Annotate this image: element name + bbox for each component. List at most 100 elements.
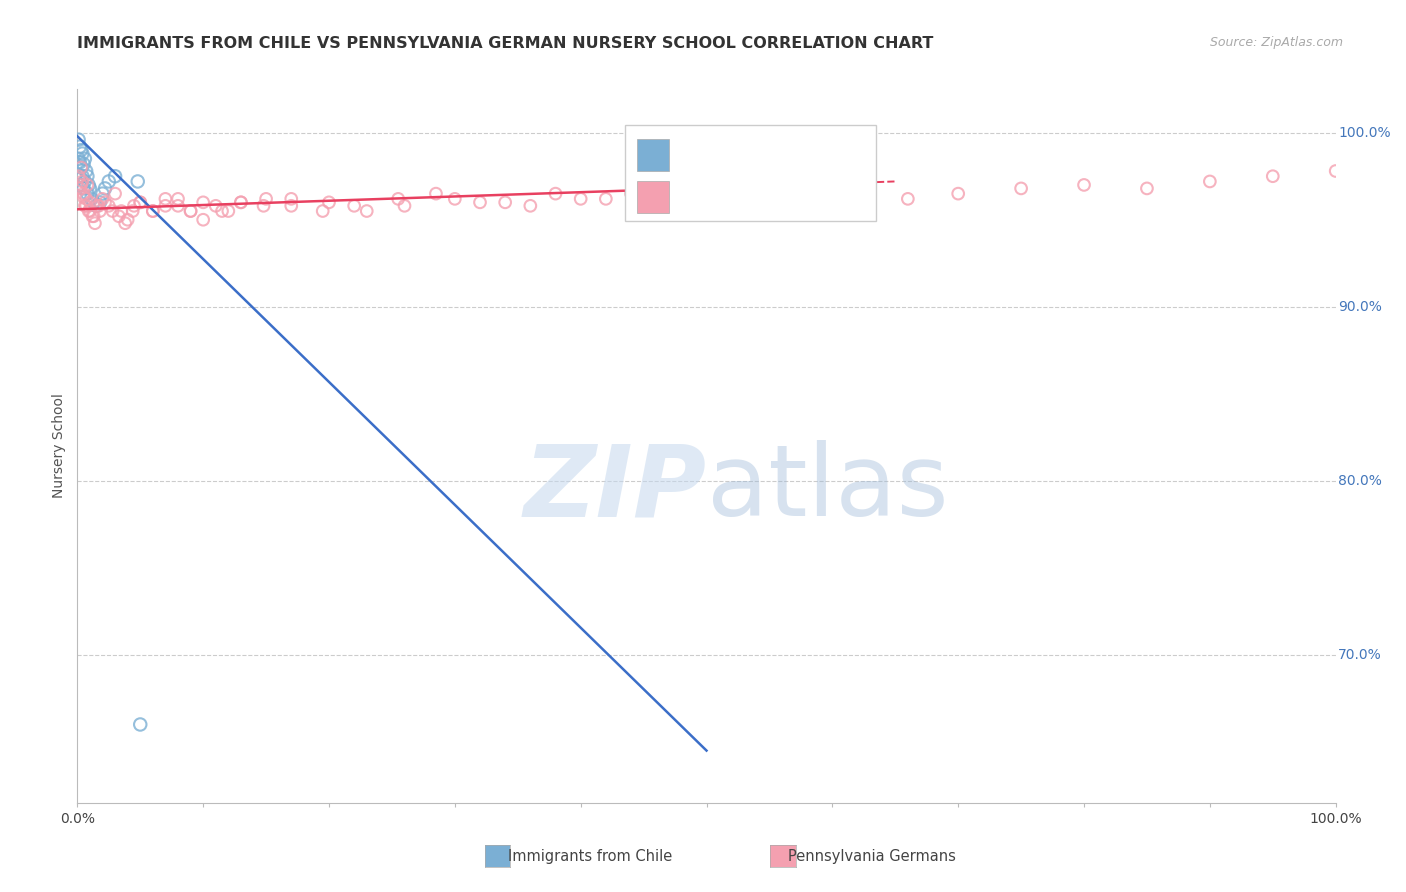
- Point: [129, 195, 152, 210]
- Point: [89, 204, 111, 219]
- Point: [142, 204, 165, 219]
- Point: [101, 204, 124, 219]
- Point: [696, 181, 718, 195]
- Point: [80, 192, 103, 206]
- Point: [167, 192, 190, 206]
- Point: [75, 199, 97, 213]
- Point: [1198, 174, 1220, 188]
- Text: 70.0%: 70.0%: [1339, 648, 1382, 662]
- Point: [89, 195, 111, 210]
- Point: [280, 199, 302, 213]
- Point: [127, 174, 149, 188]
- Point: [72, 157, 94, 171]
- Point: [897, 192, 920, 206]
- Y-axis label: Nursery School: Nursery School: [52, 393, 66, 499]
- Point: [180, 204, 202, 219]
- Text: 100.0%: 100.0%: [1339, 126, 1391, 140]
- Point: [79, 181, 101, 195]
- Point: [87, 199, 110, 213]
- Point: [67, 169, 90, 184]
- Point: [394, 199, 416, 213]
- Point: [76, 178, 98, 192]
- Point: [67, 133, 90, 147]
- FancyBboxPatch shape: [637, 180, 669, 212]
- Point: [108, 209, 131, 223]
- Point: [846, 181, 869, 195]
- Point: [167, 199, 190, 213]
- Point: [129, 717, 152, 731]
- Point: [280, 192, 302, 206]
- Point: [72, 190, 94, 204]
- Point: [312, 204, 335, 219]
- Point: [72, 169, 94, 184]
- Point: [229, 195, 252, 210]
- Point: [69, 139, 91, 153]
- Point: [569, 192, 592, 206]
- Point: [948, 186, 970, 201]
- Point: [97, 199, 120, 213]
- Point: [67, 152, 90, 166]
- Point: [191, 195, 215, 210]
- Point: [84, 216, 107, 230]
- Point: [97, 174, 120, 188]
- Point: [79, 195, 101, 210]
- Point: [114, 216, 136, 230]
- Point: [155, 199, 177, 213]
- Point: [94, 195, 117, 210]
- Text: Immigrants from Chile: Immigrants from Chile: [509, 849, 672, 863]
- Text: 29: 29: [853, 147, 875, 162]
- Point: [387, 192, 409, 206]
- Text: R =: R =: [678, 189, 716, 203]
- Point: [79, 204, 101, 219]
- Text: 80.0%: 80.0%: [1339, 474, 1382, 488]
- Point: [70, 178, 93, 192]
- Text: 0.591: 0.591: [728, 189, 776, 203]
- Point: [343, 199, 366, 213]
- Point: [110, 204, 132, 219]
- Text: Source: ZipAtlas.com: Source: ZipAtlas.com: [1209, 36, 1343, 49]
- Point: [444, 192, 467, 206]
- Point: [70, 161, 93, 175]
- Point: [1073, 178, 1095, 192]
- Point: [70, 161, 93, 175]
- Point: [155, 192, 177, 206]
- Point: [73, 174, 96, 188]
- Point: [191, 212, 215, 227]
- Text: IMMIGRANTS FROM CHILE VS PENNSYLVANIA GERMAN NURSERY SCHOOL CORRELATION CHART: IMMIGRANTS FROM CHILE VS PENNSYLVANIA GE…: [77, 36, 934, 51]
- Text: Pennsylvania Germans: Pennsylvania Germans: [787, 849, 956, 863]
- Point: [796, 186, 818, 201]
- Point: [77, 204, 100, 219]
- Point: [86, 199, 108, 213]
- Point: [1136, 181, 1159, 195]
- Text: R =: R =: [678, 147, 710, 162]
- Point: [494, 195, 516, 210]
- Point: [129, 195, 152, 210]
- Point: [468, 195, 491, 210]
- Point: [94, 181, 117, 195]
- Point: [73, 152, 96, 166]
- Point: [519, 199, 541, 213]
- Point: [252, 199, 274, 213]
- Point: [70, 143, 93, 157]
- Point: [83, 209, 105, 223]
- Point: [544, 186, 567, 201]
- Point: [425, 186, 447, 201]
- Text: ZIP: ZIP: [523, 441, 707, 537]
- Point: [76, 169, 98, 184]
- Text: N =: N =: [810, 147, 844, 162]
- Point: [76, 186, 98, 201]
- Point: [1324, 164, 1347, 178]
- Point: [75, 192, 97, 206]
- Point: [75, 164, 97, 178]
- Point: [72, 146, 94, 161]
- Point: [204, 199, 226, 213]
- FancyBboxPatch shape: [637, 139, 669, 171]
- Point: [229, 195, 252, 210]
- Point: [77, 178, 100, 192]
- Point: [91, 192, 114, 206]
- Text: 80: 80: [853, 189, 875, 203]
- Point: [1010, 181, 1032, 195]
- Point: [121, 204, 143, 219]
- FancyBboxPatch shape: [624, 125, 876, 221]
- Point: [211, 204, 233, 219]
